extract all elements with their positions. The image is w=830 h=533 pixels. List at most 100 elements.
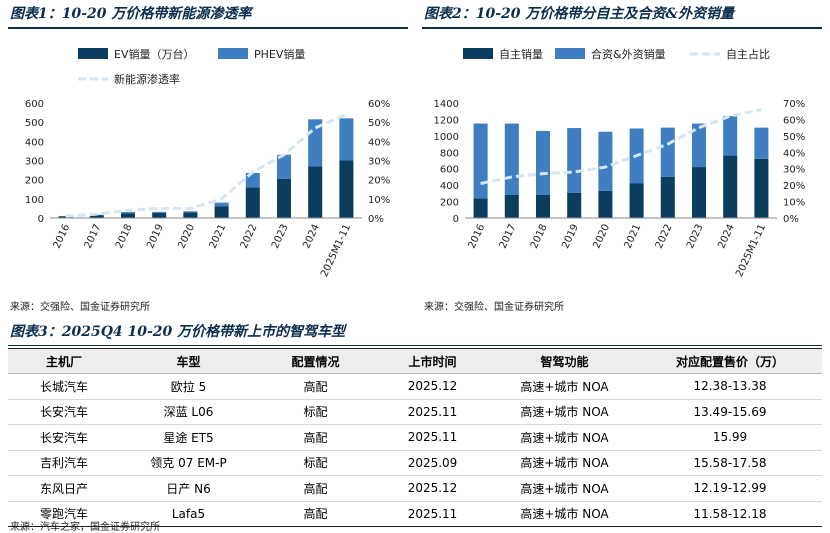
table-row: 长安汽车 星途 ET5 高配 2025.11 高速+城市 NOA 15.99 — [8, 424, 822, 451]
x-tick-label: 2016 — [52, 223, 73, 251]
bar-secondary — [120, 212, 136, 214]
table3-title-rule — [8, 345, 822, 346]
figure1-source: 来源：交强险、国金证券研究所 — [10, 302, 150, 313]
y-tick-label: 400 — [440, 181, 459, 192]
bar-primary — [245, 187, 260, 218]
cell-oem: 吉利汽车 — [8, 450, 120, 476]
bar-primary — [120, 213, 136, 218]
figure2-title: 图表2：10-20 万价格带分自主及合资&外资销量 — [424, 6, 735, 22]
bar-primary — [58, 216, 73, 218]
table3-source: 来源：汽车之家，国金证券研究所 — [10, 522, 160, 533]
header-adas-function: 智驾功能 — [491, 348, 638, 374]
bar-primary — [567, 192, 582, 218]
legend-label: 自主占比 — [726, 47, 770, 61]
y-tick-label: 200 — [440, 198, 459, 209]
x-tick-label: 2023 — [270, 223, 291, 251]
bar-secondary — [276, 154, 292, 179]
bar-primary — [629, 183, 644, 218]
header-price: 对应配置售价（万） — [638, 348, 822, 374]
y2-tick-label: 30% — [783, 165, 805, 176]
bar-primary — [152, 212, 167, 218]
bar-secondary — [183, 211, 198, 213]
y-tick-label: 200 — [25, 176, 44, 187]
cell-adas-function: 高速+城市 NOA — [491, 475, 638, 502]
bar-primary — [276, 178, 292, 218]
figure1-title-rule — [8, 27, 408, 29]
bar-primary — [473, 198, 488, 218]
cell-model: 星途 ET5 — [120, 424, 257, 451]
bar-primary — [723, 155, 738, 218]
cell-adas-function: 高速+城市 NOA — [491, 373, 638, 400]
x-tick-label: 2016 — [467, 223, 488, 251]
cell-config: 标配 — [257, 399, 374, 425]
header-model: 车型 — [120, 348, 257, 374]
cell-launch-date: 2025.09 — [374, 450, 491, 476]
bar-primary — [504, 195, 519, 218]
cell-oem: 长安汽车 — [8, 424, 120, 451]
x-tick-label: 2020 — [176, 223, 197, 251]
legend-swatch — [555, 48, 585, 59]
cell-price: 15.58-17.58 — [638, 450, 822, 476]
x-tick-label: 2017 — [498, 223, 519, 251]
figure2-title-rule — [422, 27, 822, 29]
y-tick-label: 1200 — [434, 115, 459, 126]
y2-tick-label: 30% — [368, 157, 390, 168]
y2-tick-label: 20% — [368, 176, 390, 187]
bar-primary — [660, 176, 675, 218]
cell-launch-date: 2025.11 — [374, 399, 491, 425]
cell-oem: 东风日产 — [8, 475, 120, 502]
y2-tick-label: 10% — [783, 198, 805, 209]
cell-adas-function: 高速+城市 NOA — [491, 501, 638, 527]
cell-model: 欧拉 5 — [120, 373, 257, 400]
cell-config: 高配 — [257, 501, 374, 527]
y2-tick-label: 50% — [368, 118, 390, 129]
x-tick-label: 2018 — [529, 223, 550, 251]
y-tick-label: 0 — [38, 214, 44, 225]
table3-title: 图表3：2025Q4 10-20 万价格带新上市的智驾车型 — [10, 324, 346, 340]
cell-launch-date: 2025.11 — [374, 501, 491, 527]
header-oem: 主机厂 — [8, 348, 120, 374]
bar-secondary — [660, 127, 675, 177]
y-tick-label: 800 — [440, 148, 459, 159]
legend-label: 自主销量 — [499, 47, 543, 61]
x-tick-label: 2022 — [239, 223, 260, 251]
bar-secondary — [152, 211, 167, 213]
bar-secondary — [473, 123, 488, 199]
y-tick-label: 100 — [25, 195, 44, 206]
y2-tick-label: 50% — [783, 132, 805, 143]
legend-label: PHEV销量 — [254, 47, 305, 61]
x-tick-label: 2021 — [208, 223, 229, 251]
cell-adas-function: 高速+城市 NOA — [491, 424, 638, 451]
x-tick-label: 2020 — [591, 223, 612, 251]
table-row: 长城汽车 欧拉 5 高配 2025.12 高速+城市 NOA 12.38-13.… — [8, 373, 822, 400]
cell-price: 12.19-12.99 — [638, 475, 822, 502]
y2-tick-label: 60% — [783, 115, 805, 126]
bar-primary — [89, 215, 104, 218]
cell-price: 11.58-12.18 — [638, 501, 822, 527]
cell-oem: 长城汽车 — [8, 373, 120, 400]
bar-secondary — [691, 123, 707, 168]
bar-secondary — [754, 127, 769, 159]
x-tick-label: 2019 — [560, 223, 581, 251]
figure2-source: 来源：交强险、国金证券研究所 — [424, 302, 564, 313]
cell-config: 高配 — [257, 475, 374, 502]
cell-price: 13.49-15.69 — [638, 399, 822, 425]
bar-secondary — [535, 130, 551, 195]
legend-swatch — [463, 48, 493, 59]
x-tick-label: 2017 — [83, 223, 104, 251]
y2-tick-label: 0% — [783, 214, 799, 225]
bar-secondary — [598, 131, 613, 191]
legend-label: EV销量（万台） — [114, 47, 194, 61]
bar-secondary — [214, 202, 229, 207]
legend-swatch — [78, 48, 108, 59]
header-config: 配置情况 — [257, 348, 374, 374]
bar-primary — [598, 190, 613, 218]
x-tick-label: 2024 — [716, 223, 737, 251]
chart2: 自主销量 合资&外资销量 自主占比 0 200 400 600 800 1000 1200 1400… — [434, 47, 806, 279]
cell-adas-function: 高速+城市 NOA — [491, 450, 638, 476]
bar-primary — [339, 160, 354, 218]
y-tick-label: 1400 — [434, 99, 459, 110]
cell-adas-function: 高速+城市 NOA — [491, 399, 638, 425]
bar-secondary — [504, 123, 519, 195]
